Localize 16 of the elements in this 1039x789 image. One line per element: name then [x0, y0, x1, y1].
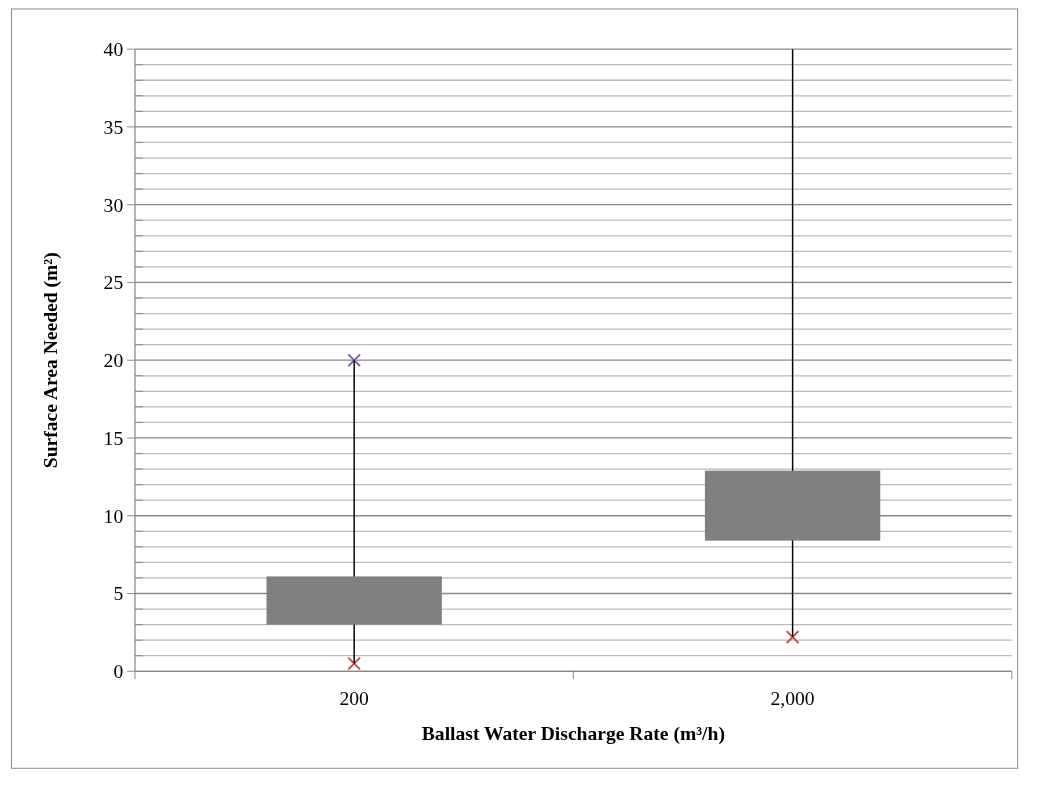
x-tick-label: 2,000 [770, 687, 815, 709]
x-axis-title: Ballast Water Discharge Rate (m³/h) [421, 722, 725, 745]
y-tick-label: 10 [103, 505, 124, 527]
y-tick-label: 0 [113, 661, 124, 683]
y-tick-label: 40 [103, 39, 124, 61]
point [785, 630, 800, 644]
point [347, 656, 362, 671]
y-tick-label: 25 [103, 272, 124, 294]
y-tick-label: 15 [103, 427, 124, 449]
point [347, 353, 362, 368]
y-axis-title: Surface Area Needed (m²) [39, 252, 62, 469]
y-tick-label: 5 [113, 583, 124, 605]
y-tick-label: 20 [103, 350, 124, 372]
y-tick-label: 30 [103, 194, 124, 216]
x-tick-label: 200 [339, 687, 370, 709]
y-tick-label: 35 [103, 116, 124, 138]
